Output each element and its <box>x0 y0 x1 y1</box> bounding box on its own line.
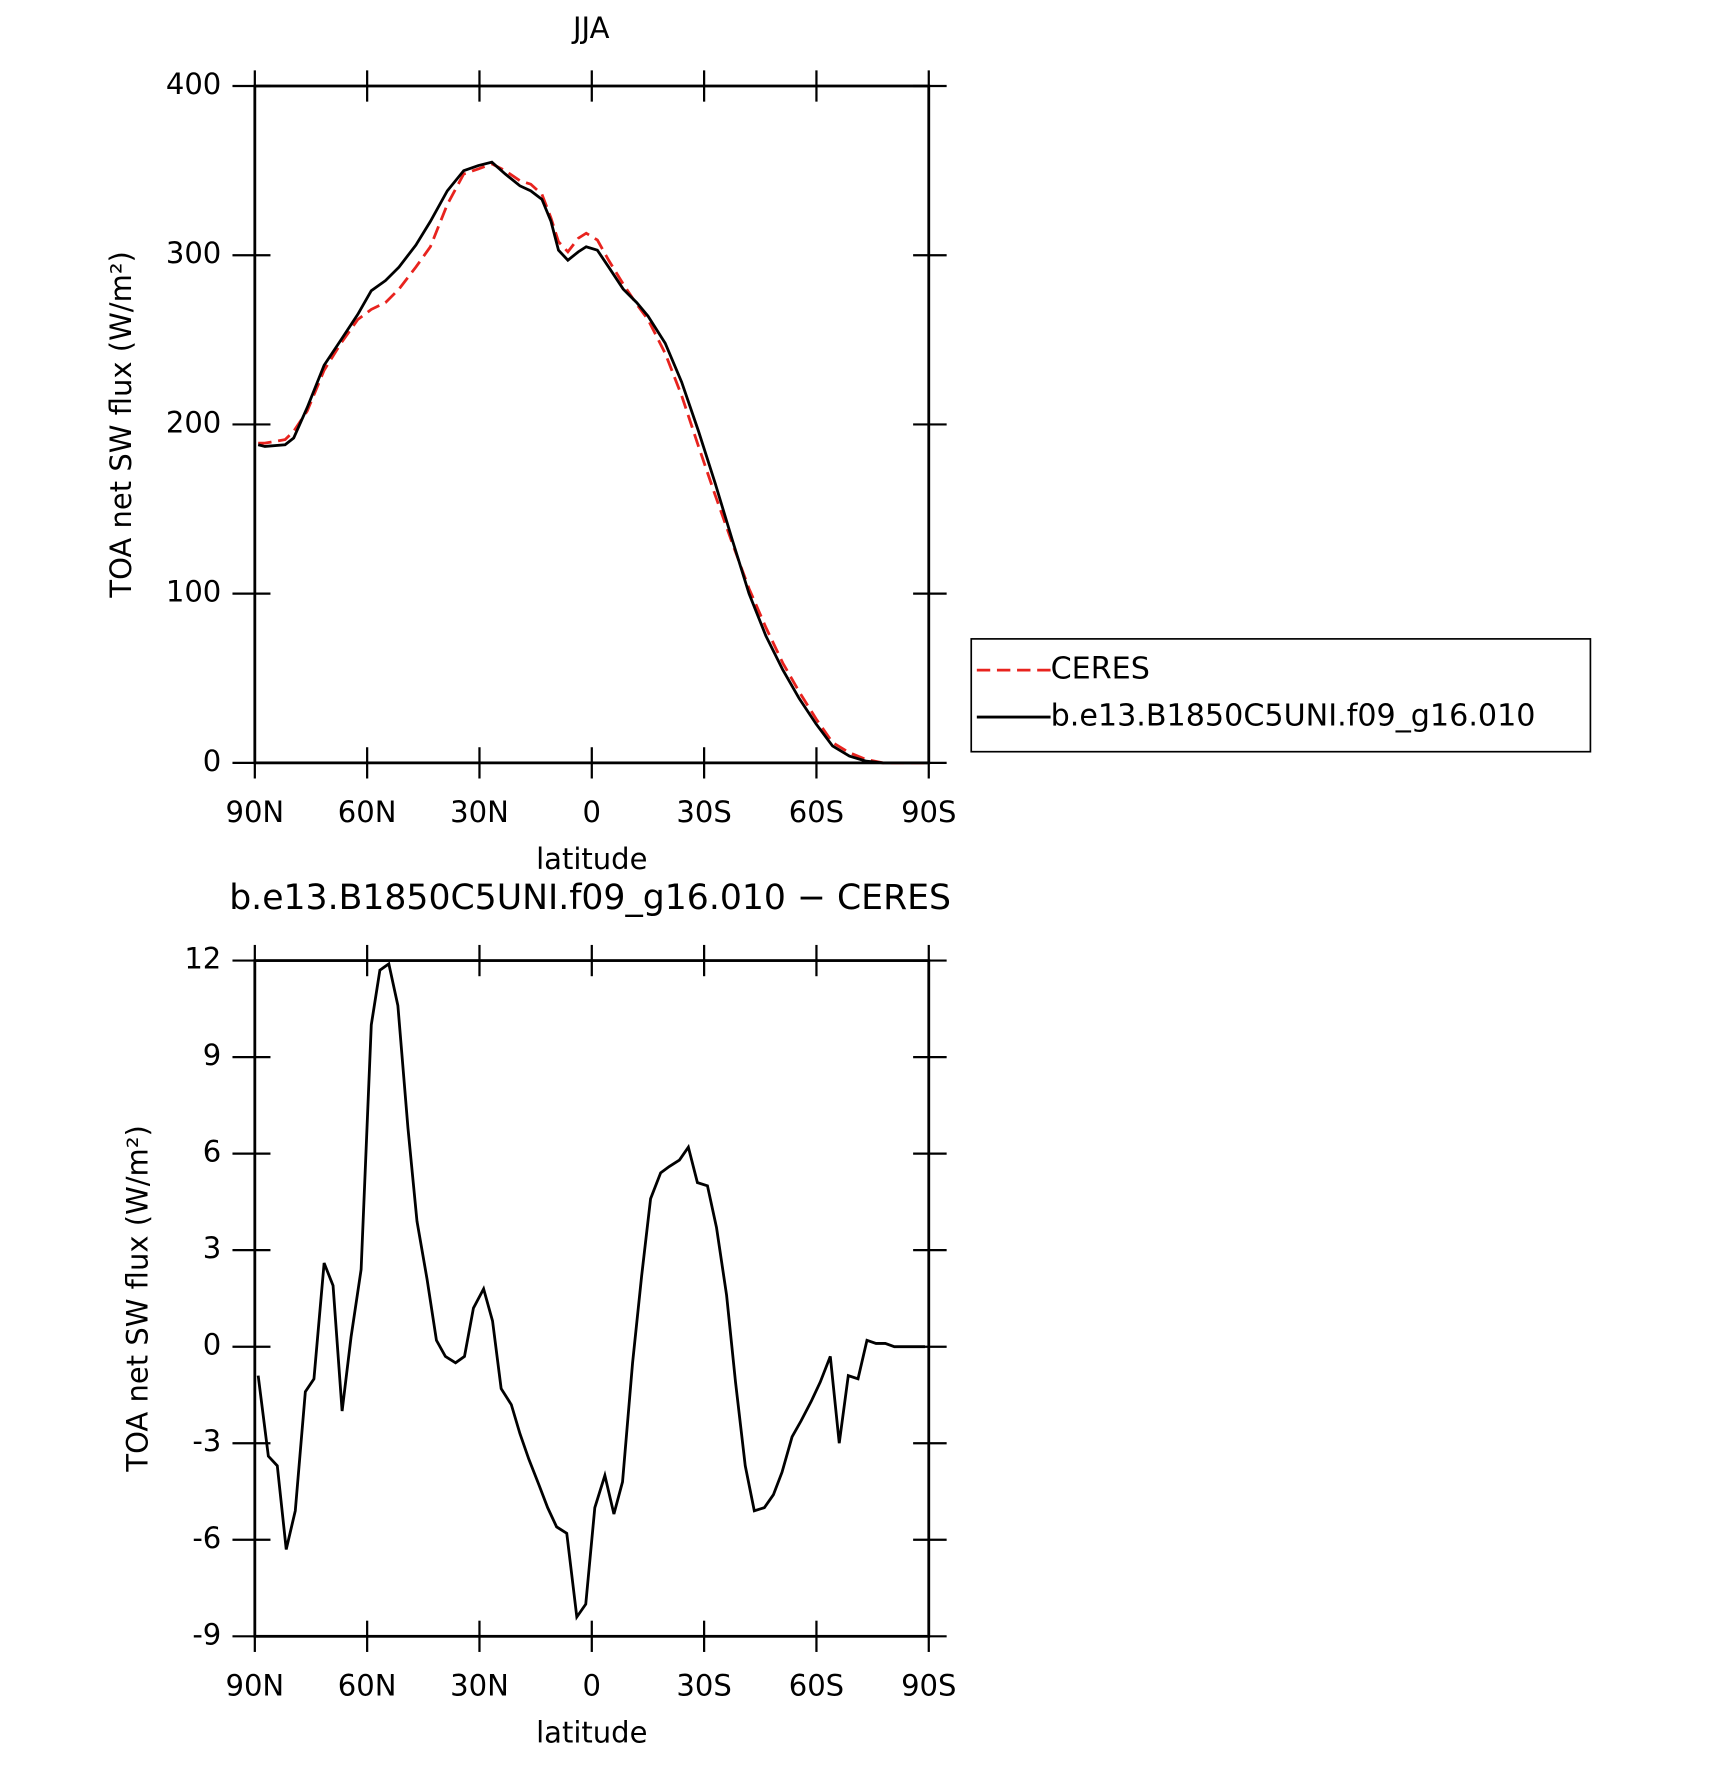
y-tick-label: -3 <box>192 1424 221 1458</box>
y-tick-label: 3 <box>203 1231 221 1265</box>
x-tick-label: 0 <box>583 795 601 829</box>
x-tick-label: 60N <box>338 795 397 829</box>
y-tick-label: -9 <box>192 1617 221 1651</box>
x-tick-label: 60S <box>789 795 844 829</box>
y-tick-label: 9 <box>203 1038 221 1072</box>
y-axis-label: TOA net SW flux (W/m²) <box>121 1125 155 1472</box>
y-axis-label: TOA net SW flux (W/m²) <box>104 251 138 598</box>
x-tick-label: 90S <box>901 1669 956 1703</box>
x-tick-label: 30N <box>450 795 509 829</box>
x-tick-label: 60S <box>789 1669 844 1703</box>
y-tick-label: 200 <box>166 405 221 439</box>
x-tick-label: 90N <box>225 1669 284 1703</box>
legend-label: CERES <box>1051 652 1150 687</box>
y-tick-label: 0 <box>203 1328 221 1362</box>
legend-label: b.e13.B1850C5UNI.f09_g16.010 <box>1051 699 1536 734</box>
y-tick-label: 300 <box>166 236 221 270</box>
chart-title: b.e13.B1850C5UNI.f09_g16.010 − CERES <box>229 878 951 918</box>
y-tick-label: 0 <box>203 744 221 778</box>
y-tick-label: 6 <box>203 1135 221 1169</box>
y-tick-label: 100 <box>166 575 221 609</box>
x-tick-label: 30S <box>676 1669 731 1703</box>
y-tick-label: -6 <box>192 1521 221 1555</box>
data-line <box>256 961 925 1621</box>
data-line <box>258 162 929 765</box>
plot-frame <box>253 84 931 765</box>
chart-title: JJA <box>571 11 610 45</box>
data-line <box>257 160 929 765</box>
x-tick-label: 30S <box>676 795 731 829</box>
x-tick-label: 30N <box>450 1669 509 1703</box>
legend-box <box>970 638 1592 753</box>
x-tick-label: 0 <box>583 1669 601 1703</box>
y-tick-label: 400 <box>166 67 221 101</box>
y-tick-label: 12 <box>184 942 221 976</box>
x-tick-label: 60N <box>338 1669 397 1703</box>
x-axis-label: latitude <box>536 842 647 876</box>
x-axis-label: latitude <box>536 1716 647 1750</box>
x-tick-label: 90N <box>225 795 284 829</box>
x-tick-label: 90S <box>901 795 956 829</box>
